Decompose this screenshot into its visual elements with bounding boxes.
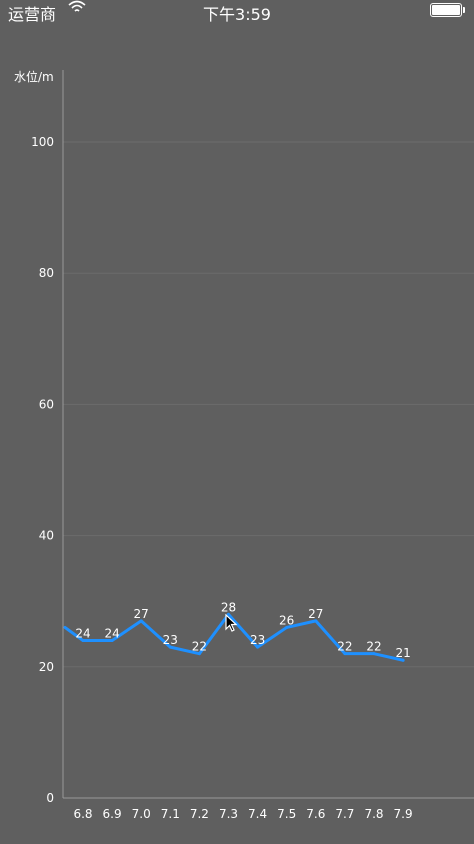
grid-lines — [63, 141, 474, 668]
data-point — [314, 619, 318, 623]
x-tick-label: 7.0 — [132, 807, 151, 821]
data-label: 23 — [250, 633, 265, 647]
data-label: 24 — [104, 627, 119, 641]
x-tick-label: 7.2 — [190, 807, 209, 821]
data-label: 28 — [221, 600, 236, 614]
data-point — [285, 625, 289, 629]
data-point — [110, 639, 114, 643]
status-bar: 运营商 下午3:59 — [0, 0, 474, 24]
data-label: 24 — [75, 627, 90, 641]
status-time: 下午3:59 — [203, 5, 271, 24]
data-labels: 24 24 27 23 22 28 23 26 27 22 22 21 — [75, 600, 410, 660]
x-tick-label: 7.8 — [364, 807, 383, 821]
carrier-label: 运营商 — [8, 5, 57, 24]
data-label: 22 — [192, 640, 207, 654]
x-tick-label: 7.1 — [161, 807, 180, 821]
data-point — [401, 658, 405, 662]
data-label: 22 — [366, 640, 381, 654]
data-point — [372, 652, 376, 656]
y-tick-label: 40 — [39, 529, 54, 543]
data-label: 26 — [279, 613, 294, 627]
x-tick-label: 7.7 — [335, 807, 354, 821]
data-point — [256, 645, 260, 649]
y-tick-label: 100 — [31, 135, 54, 149]
data-point — [343, 652, 347, 656]
x-tick-labels: 6.8 6.9 7.0 7.1 7.2 7.3 7.4 7.5 7.6 7.7 7.8 7.9 — [73, 807, 412, 821]
mouse-cursor-icon — [225, 613, 239, 638]
x-tick-label: 6.9 — [103, 807, 122, 821]
data-point — [168, 645, 172, 649]
x-tick-label: 7.3 — [219, 807, 238, 821]
x-tick-label: 7.5 — [277, 807, 296, 821]
axes — [62, 70, 474, 799]
x-tick-label: 7.4 — [248, 807, 267, 821]
y-tick-labels: 0 20 40 60 80 100 — [31, 135, 54, 805]
data-label: 27 — [134, 607, 149, 621]
data-label: 22 — [337, 640, 352, 654]
data-point — [139, 619, 143, 623]
x-tick-label: 6.8 — [73, 807, 92, 821]
data-label: 23 — [163, 633, 178, 647]
series — [63, 612, 405, 662]
data-point — [197, 652, 201, 656]
y-tick-label: 20 — [39, 660, 54, 674]
y-tick-label: 80 — [39, 266, 54, 280]
y-tick-label: 60 — [39, 397, 54, 411]
data-label: 27 — [308, 607, 323, 621]
wifi-icon — [68, 0, 86, 18]
x-tick-label: 7.6 — [306, 807, 325, 821]
data-label: 21 — [395, 646, 410, 660]
data-point — [227, 612, 230, 616]
x-tick-label: 7.9 — [394, 807, 413, 821]
y-tick-label: 0 — [46, 791, 54, 805]
data-point — [81, 639, 85, 643]
y-axis-label: 水位/m — [14, 69, 54, 84]
battery-icon — [430, 3, 465, 17]
